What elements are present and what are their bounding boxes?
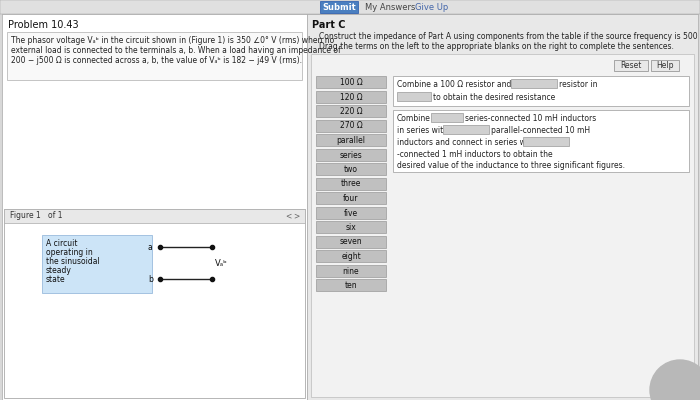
Bar xyxy=(316,148,386,160)
Text: operating in: operating in xyxy=(46,248,92,257)
Text: Combine a 100 Ω resistor and a: Combine a 100 Ω resistor and a xyxy=(397,80,519,89)
Text: Combine: Combine xyxy=(397,114,431,123)
Text: parallel: parallel xyxy=(337,136,365,145)
Text: b: b xyxy=(148,275,153,284)
Bar xyxy=(316,236,386,248)
Bar xyxy=(316,250,386,262)
Text: four: four xyxy=(343,194,358,203)
Bar xyxy=(397,92,431,101)
Text: eight: eight xyxy=(341,252,361,261)
Bar xyxy=(431,113,463,122)
Text: to obtain the desired resistance: to obtain the desired resistance xyxy=(433,93,555,102)
Text: Construct the impedance of Part A using components from the table if the source : Construct the impedance of Part A using … xyxy=(319,32,700,41)
Text: Submit: Submit xyxy=(322,2,356,12)
Bar xyxy=(511,79,557,88)
Text: the sinusoidal: the sinusoidal xyxy=(46,257,99,266)
Bar xyxy=(443,125,489,134)
Text: ten: ten xyxy=(344,281,357,290)
Bar xyxy=(316,76,386,88)
Bar xyxy=(320,1,358,13)
Text: 270 Ω: 270 Ω xyxy=(340,122,363,130)
Bar xyxy=(316,90,386,102)
Text: 220 Ω: 220 Ω xyxy=(340,107,363,116)
Text: parallel-connected 10 mH: parallel-connected 10 mH xyxy=(491,126,590,135)
Bar xyxy=(307,14,698,400)
Bar xyxy=(393,110,689,172)
Text: in series with: in series with xyxy=(397,126,448,135)
Bar xyxy=(4,209,305,223)
Text: Drag the terms on the left to the appropriate blanks on the right to complete th: Drag the terms on the left to the approp… xyxy=(319,42,674,51)
Text: two: two xyxy=(344,165,358,174)
Text: >: > xyxy=(293,211,300,220)
Text: state: state xyxy=(46,275,66,284)
Bar xyxy=(651,60,679,71)
Bar xyxy=(316,206,386,218)
Text: a: a xyxy=(148,243,153,252)
Text: steady: steady xyxy=(46,266,72,275)
Bar xyxy=(393,76,689,106)
Bar xyxy=(316,264,386,276)
Bar xyxy=(316,221,386,233)
Text: inductors and connect in series with: inductors and connect in series with xyxy=(397,138,536,147)
Text: Help: Help xyxy=(657,62,673,70)
Text: A circuit: A circuit xyxy=(46,239,78,248)
Bar xyxy=(316,192,386,204)
Text: series-connected 10 mH inductors: series-connected 10 mH inductors xyxy=(465,114,596,123)
Circle shape xyxy=(650,360,700,400)
Text: The phasor voltage Vₐᵇ in the circuit shown in (Figure 1) is 350 ∠0° V (rms) whe: The phasor voltage Vₐᵇ in the circuit sh… xyxy=(11,36,335,45)
Text: of 1: of 1 xyxy=(48,211,62,220)
Bar xyxy=(7,32,302,80)
Text: -connected 1 mH inductors to obtain the: -connected 1 mH inductors to obtain the xyxy=(397,150,552,159)
Text: <: < xyxy=(285,211,291,220)
Bar xyxy=(316,279,386,291)
Text: Give Up: Give Up xyxy=(415,3,448,12)
Text: three: three xyxy=(341,180,361,188)
Bar xyxy=(316,134,386,146)
Text: series: series xyxy=(340,150,363,160)
Text: 120 Ω: 120 Ω xyxy=(340,92,363,102)
Bar xyxy=(523,137,569,146)
Bar xyxy=(4,209,305,398)
Bar xyxy=(311,54,694,397)
Text: seven: seven xyxy=(340,238,363,246)
Text: Vₐᵇ: Vₐᵇ xyxy=(215,259,228,268)
Bar xyxy=(614,60,648,71)
Text: Problem 10.43: Problem 10.43 xyxy=(8,20,78,30)
Bar xyxy=(316,105,386,117)
Text: desired value of the inductance to three significant figures.: desired value of the inductance to three… xyxy=(397,161,625,170)
Text: six: six xyxy=(346,223,356,232)
Bar xyxy=(2,14,307,400)
Text: resistor in: resistor in xyxy=(559,80,598,89)
Bar xyxy=(42,235,152,293)
Text: nine: nine xyxy=(343,266,359,276)
Text: My Answers: My Answers xyxy=(365,3,415,12)
Bar xyxy=(0,0,700,14)
Bar xyxy=(316,120,386,132)
Text: Figure 1: Figure 1 xyxy=(10,211,41,220)
Text: five: five xyxy=(344,208,358,218)
Bar xyxy=(316,178,386,190)
Text: 100 Ω: 100 Ω xyxy=(340,78,363,87)
Text: external load is connected to the terminals a, b. When a load having an impedanc: external load is connected to the termin… xyxy=(11,46,341,55)
Bar xyxy=(316,163,386,175)
Text: Part C: Part C xyxy=(312,20,346,30)
Text: 200 − j500 Ω is connected across a, b, the value of Vₐᵇ is 182 − j49 V (rms).: 200 − j500 Ω is connected across a, b, t… xyxy=(11,56,302,65)
Text: Reset: Reset xyxy=(620,62,642,70)
